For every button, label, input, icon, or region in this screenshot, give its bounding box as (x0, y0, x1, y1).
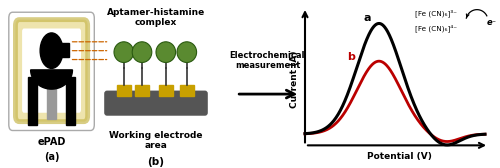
Text: (a): (a) (44, 152, 60, 162)
FancyBboxPatch shape (104, 91, 208, 116)
Text: b: b (347, 52, 355, 62)
Bar (135, 85, 149, 96)
Text: Aptamer-histamine
complex: Aptamer-histamine complex (107, 8, 205, 27)
Text: [Fe (CN)₆]⁴⁻: [Fe (CN)₆]⁴⁻ (415, 25, 457, 32)
Circle shape (177, 42, 197, 62)
Text: Potential (V): Potential (V) (366, 152, 432, 161)
Bar (28, 77, 38, 125)
Circle shape (132, 42, 152, 62)
FancyBboxPatch shape (16, 20, 88, 122)
Text: Working electrode
area: Working electrode area (109, 131, 203, 150)
Circle shape (156, 42, 176, 62)
Polygon shape (30, 70, 72, 89)
Text: ePAD: ePAD (38, 137, 66, 147)
FancyBboxPatch shape (9, 12, 94, 131)
Text: a: a (363, 13, 371, 24)
Circle shape (114, 42, 134, 62)
Text: [Fe (CN)₆]³⁻: [Fe (CN)₆]³⁻ (415, 10, 457, 17)
Bar (117, 85, 131, 96)
Text: (b): (b) (148, 157, 164, 167)
Bar (47, 77, 56, 119)
Bar (61, 43, 68, 57)
Bar (180, 85, 194, 96)
Bar (66, 77, 76, 125)
Text: Electrochemical
measurement: Electrochemical measurement (230, 51, 305, 70)
Circle shape (40, 33, 63, 68)
FancyBboxPatch shape (22, 29, 81, 113)
Text: Current (A): Current (A) (290, 50, 300, 108)
Text: e⁻: e⁻ (487, 18, 497, 27)
Bar (159, 85, 173, 96)
